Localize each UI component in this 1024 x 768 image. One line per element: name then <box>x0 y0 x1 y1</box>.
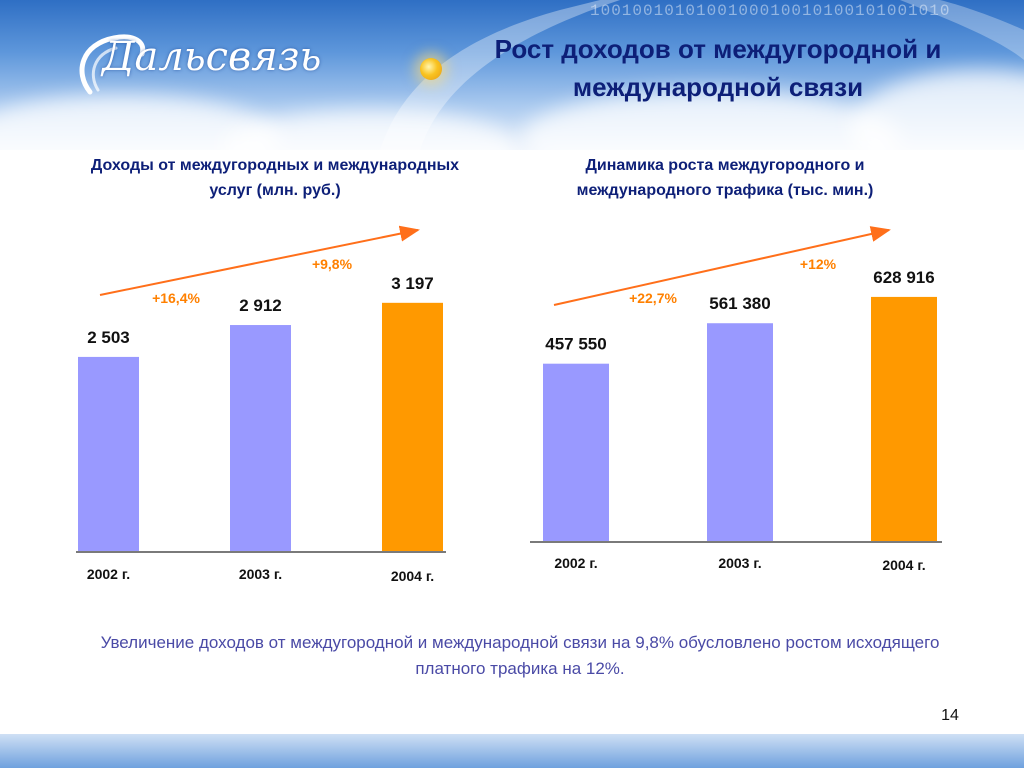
value-label-revenue-2: 3 197 <box>391 274 434 293</box>
bar-revenue-0 <box>78 356 139 552</box>
bar-revenue-1 <box>230 325 291 552</box>
value-label-revenue-0: 2 503 <box>87 328 130 347</box>
value-label-traffic-0: 457 550 <box>545 335 606 354</box>
growth-label-traffic-0: +22,7% <box>629 290 677 306</box>
category-label-revenue-1: 2003 г. <box>239 566 282 582</box>
traffic-bar-chart: 457 550 2002 г. 561 380 2003 г. 628 916 2004 … <box>530 226 942 573</box>
value-label-revenue-1: 2 912 <box>239 296 282 315</box>
binary-decoration: 1001001010100100010010100101001010 <box>590 2 951 20</box>
footer-band <box>0 734 1024 768</box>
revenue-bar-chart: 2 503 2002 г. 2 912 2003 г. 3 197 2004 г. +16,… <box>76 225 446 584</box>
page-title: Рост доходов от междугородной и междунар… <box>494 34 942 102</box>
growth-label-revenue-1: +9,8% <box>312 256 353 272</box>
bar-revenue-2 <box>382 302 443 552</box>
category-label-revenue-2: 2004 г. <box>391 568 434 584</box>
category-label-traffic-0: 2002 г. <box>554 555 597 571</box>
header-banner: 1001001010100100010010100101001010 Дальс… <box>0 0 1024 150</box>
company-logo: Дальсвязь <box>72 32 321 102</box>
page-number: 14 <box>941 707 959 724</box>
chart-title-revenue: Доходы от междугородных и международных … <box>90 157 460 199</box>
category-label-revenue-0: 2002 г. <box>87 566 130 582</box>
growth-arrow <box>553 226 891 306</box>
light-swoosh <box>380 0 1024 150</box>
chart-title-traffic: Динамика роста междугородного и междунар… <box>576 157 874 199</box>
logo-swirl-icon <box>79 34 146 95</box>
bar-traffic-2 <box>871 296 937 542</box>
growth-arrow <box>99 225 420 296</box>
value-label-traffic-1: 561 380 <box>709 294 770 313</box>
value-label-traffic-2: 628 916 <box>873 268 934 287</box>
growth-label-revenue-0: +16,4% <box>152 290 200 306</box>
growth-label-traffic-1: +12% <box>800 256 837 272</box>
sun-dot-icon <box>420 58 442 80</box>
bar-traffic-1 <box>707 323 773 542</box>
logo-text: Дальсвязь <box>102 34 322 80</box>
category-label-traffic-2: 2004 г. <box>882 557 925 573</box>
summary-note: Увеличение доходов от междугородной и ме… <box>100 633 940 678</box>
category-label-traffic-1: 2003 г. <box>718 555 761 571</box>
bar-traffic-0 <box>543 363 609 542</box>
